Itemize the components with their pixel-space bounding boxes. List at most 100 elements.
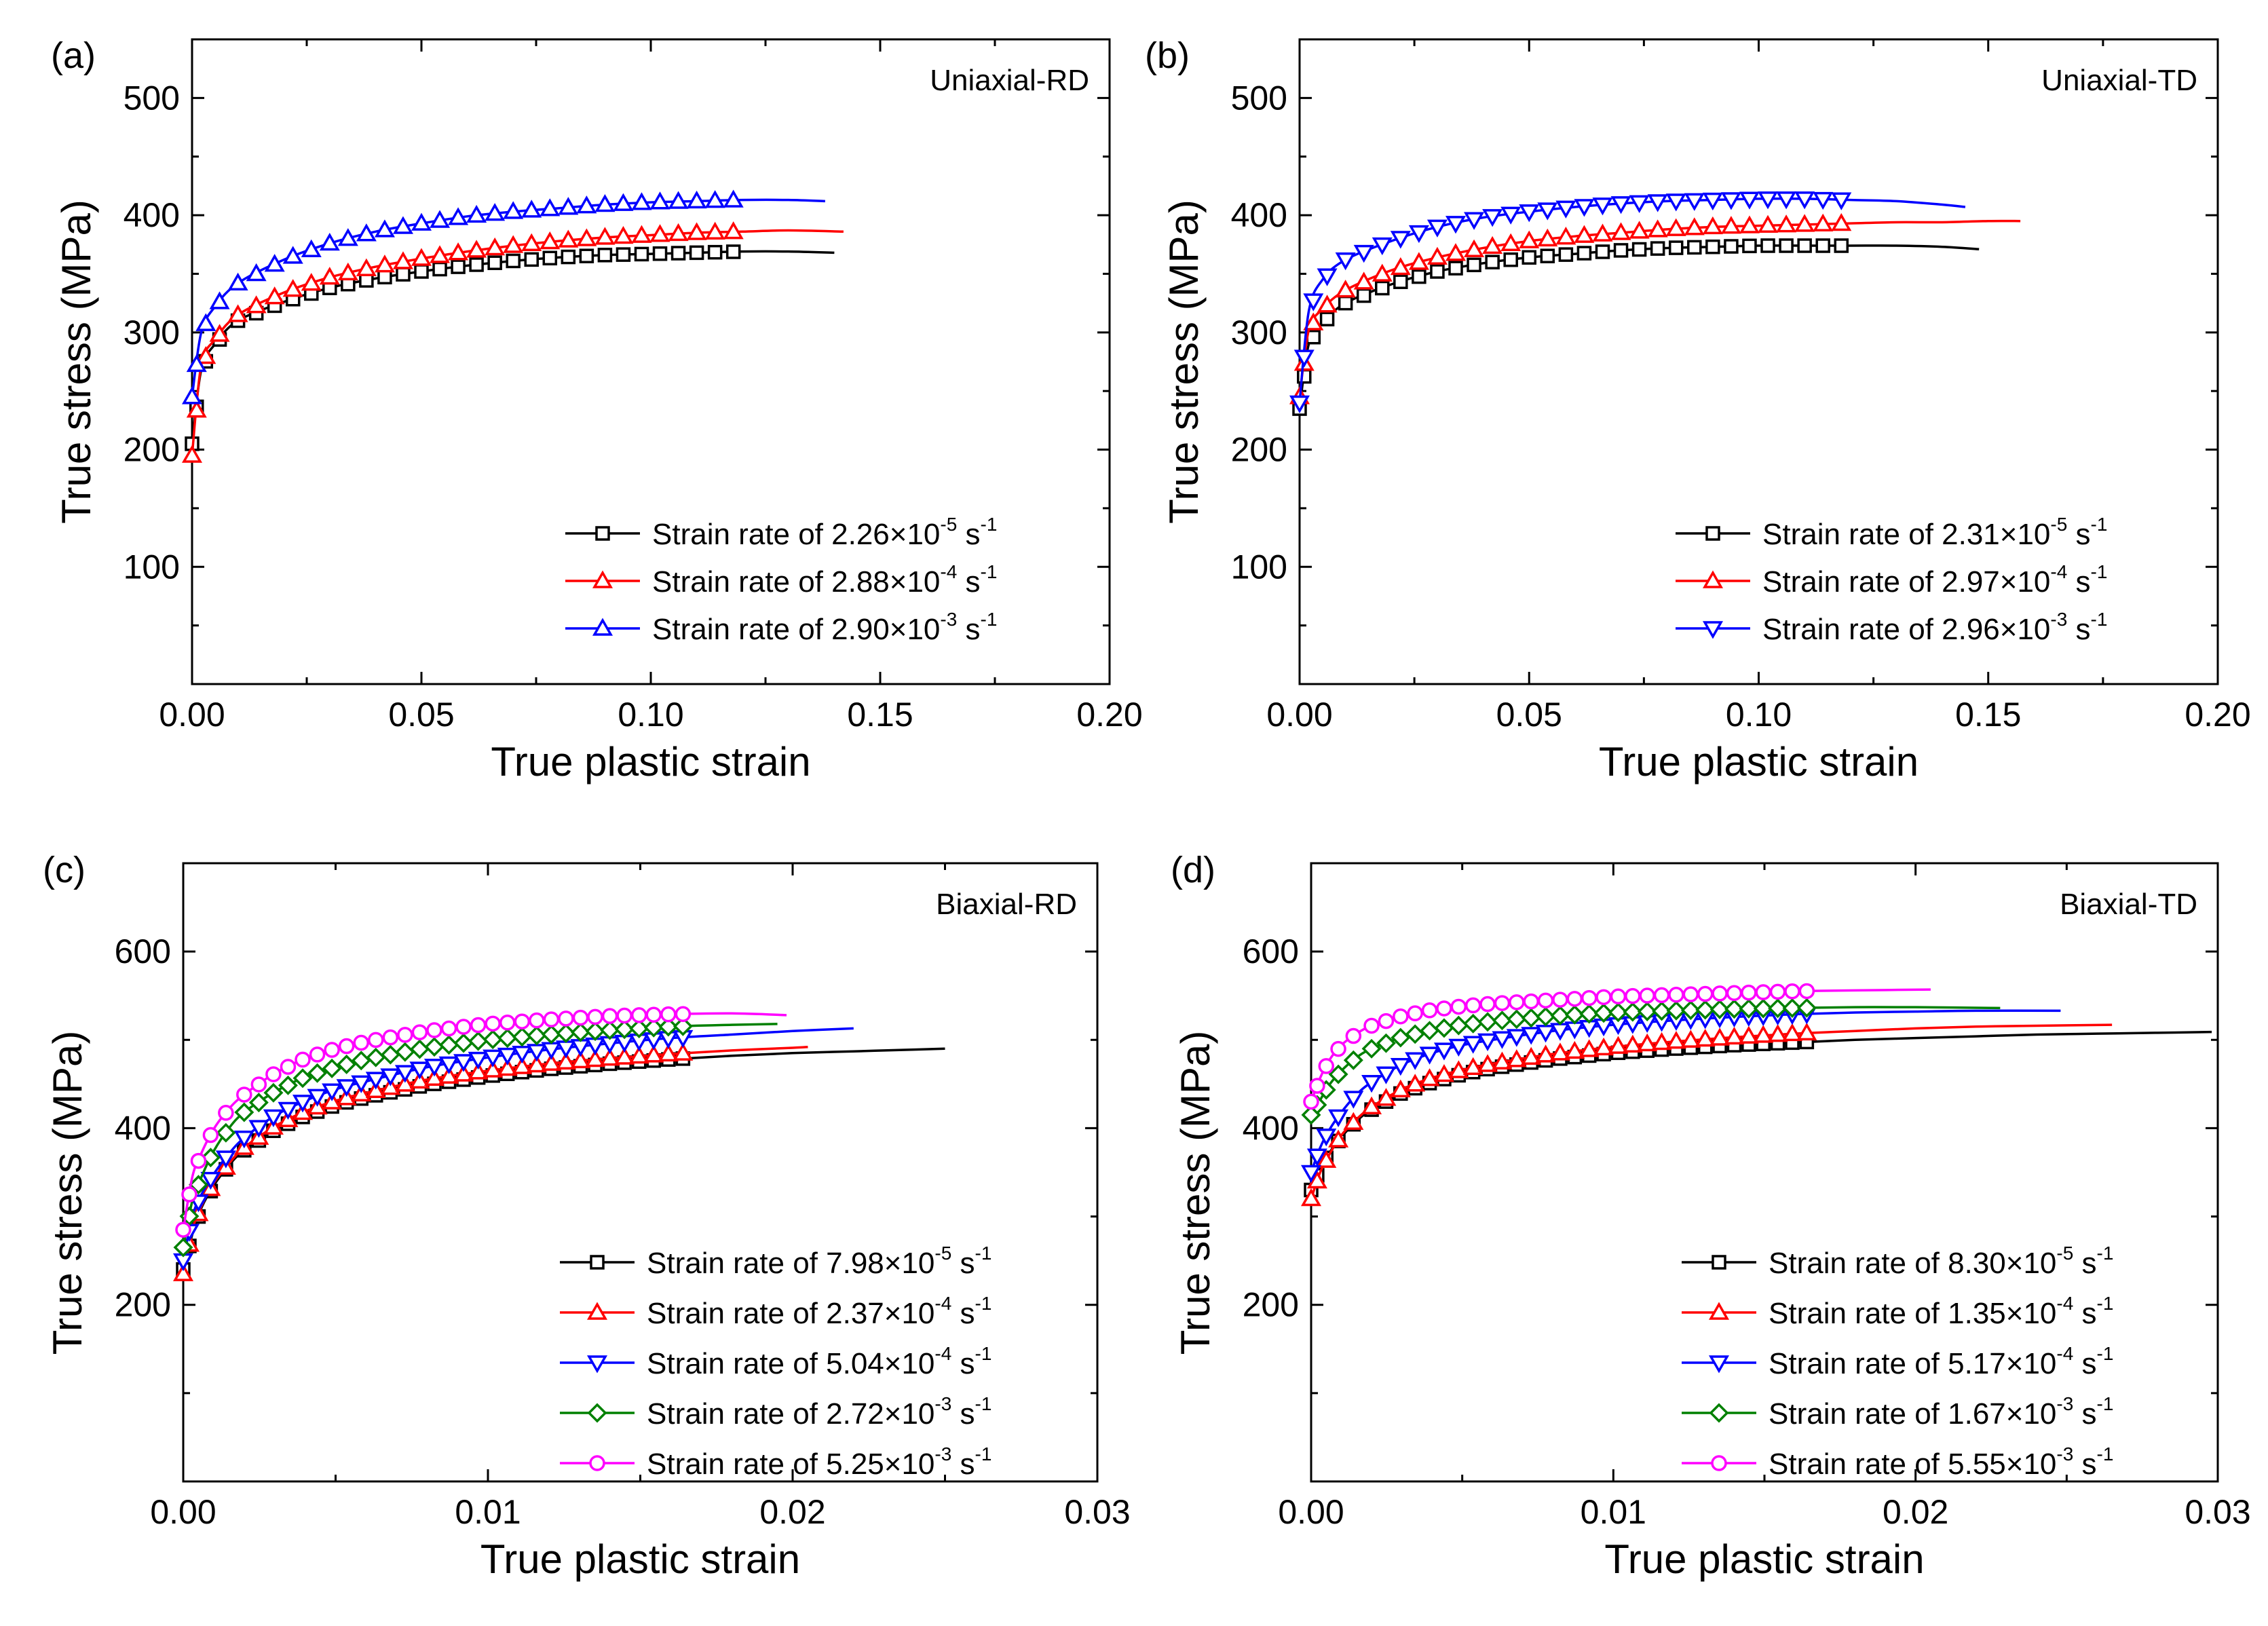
series-marker bbox=[660, 1006, 677, 1023]
series-marker bbox=[1709, 1027, 1731, 1046]
series-marker bbox=[1776, 214, 1797, 233]
legend-label-unit-exponent: -1 bbox=[2097, 1343, 2114, 1364]
series-marker bbox=[1467, 257, 1481, 273]
series-marker bbox=[1353, 271, 1374, 290]
series-marker bbox=[1390, 1058, 1411, 1076]
series-marker bbox=[1372, 263, 1393, 282]
series-marker bbox=[1709, 999, 1730, 1019]
series-marker bbox=[195, 313, 216, 331]
series-marker bbox=[594, 194, 616, 212]
series-marker bbox=[512, 1046, 533, 1064]
series-marker bbox=[1492, 1031, 1513, 1049]
series-marker bbox=[628, 1045, 649, 1064]
series-marker bbox=[503, 201, 524, 219]
legend-marker bbox=[587, 1403, 607, 1423]
legend-marker bbox=[592, 618, 613, 636]
series-marker bbox=[599, 1048, 620, 1066]
series-marker bbox=[1297, 368, 1312, 384]
legend-label: Strain rate of 1.35×10-4 s-1 bbox=[1769, 1293, 2113, 1330]
series-marker bbox=[380, 1068, 401, 1086]
series-marker bbox=[1622, 1034, 1643, 1053]
legend-label-unit: s bbox=[2073, 1347, 2096, 1380]
series-marker bbox=[424, 1037, 445, 1057]
y-tick-label: 100 bbox=[1231, 548, 1287, 586]
series-marker bbox=[374, 254, 395, 273]
legend-label-main: Strain rate of 2.97×10 bbox=[1762, 565, 2050, 599]
legend-item: Strain rate of 5.17×10-4 s-1 bbox=[1682, 1343, 2113, 1380]
series-marker bbox=[1631, 242, 1647, 257]
series-marker bbox=[365, 1072, 386, 1090]
legend-label-unit: s bbox=[2067, 613, 2090, 646]
series-marker bbox=[512, 1027, 532, 1047]
legend-label-main: Strain rate of 2.72×10 bbox=[647, 1397, 934, 1431]
series-marker bbox=[1555, 227, 1576, 245]
legend-label-exponent: -4 bbox=[2056, 1343, 2073, 1364]
legend-label-main: Strain rate of 1.35×10 bbox=[1769, 1297, 2056, 1330]
series-marker bbox=[1665, 1031, 1686, 1049]
series-marker bbox=[1558, 247, 1574, 262]
y-tick-label: 500 bbox=[124, 79, 180, 117]
series-marker bbox=[1464, 239, 1485, 257]
series-marker bbox=[1390, 1079, 1411, 1097]
legend-label-main: Strain rate of 1.67×10 bbox=[1769, 1397, 2056, 1431]
series-line bbox=[1298, 197, 1966, 403]
series-marker bbox=[497, 1057, 518, 1076]
series-3 bbox=[1289, 191, 1966, 413]
series-marker bbox=[1464, 997, 1481, 1014]
series-marker bbox=[1742, 238, 1757, 254]
series-marker bbox=[540, 231, 561, 250]
series-marker bbox=[1668, 987, 1684, 1003]
legend-marker bbox=[592, 570, 613, 588]
series-marker bbox=[411, 248, 432, 266]
legend-label: Strain rate of 2.90×10-3 s-1 bbox=[652, 609, 997, 646]
legend-label-unit-exponent: -1 bbox=[981, 561, 998, 582]
series-marker bbox=[1328, 1129, 1349, 1148]
series-marker bbox=[438, 1056, 459, 1075]
y-tick-label: 400 bbox=[115, 1109, 171, 1147]
series-marker bbox=[558, 1010, 574, 1027]
series-marker bbox=[380, 1044, 400, 1065]
series-marker bbox=[1724, 239, 1739, 254]
plot-frame bbox=[1310, 862, 2219, 1483]
legend-label: Strain rate of 2.26×10-5 s-1 bbox=[652, 514, 997, 551]
series-marker bbox=[392, 251, 413, 269]
series-marker bbox=[453, 1063, 474, 1082]
legend-label: Strain rate of 5.17×10-4 s-1 bbox=[1769, 1343, 2113, 1380]
legend-marker bbox=[1708, 1355, 1730, 1374]
series-marker bbox=[1680, 1000, 1701, 1021]
series-marker bbox=[1356, 288, 1372, 303]
series-marker bbox=[1485, 254, 1500, 269]
series-marker bbox=[1405, 1074, 1426, 1092]
legend-label-unit: s bbox=[957, 565, 980, 599]
series-marker bbox=[1564, 1004, 1585, 1025]
series-marker bbox=[658, 1043, 679, 1062]
series-marker bbox=[521, 200, 542, 218]
series-marker bbox=[1784, 983, 1800, 1000]
legend-label-main: Strain rate of 5.25×10 bbox=[647, 1448, 934, 1481]
series-marker bbox=[423, 1067, 445, 1086]
series-marker bbox=[356, 223, 377, 242]
legend-marker bbox=[1705, 526, 1720, 541]
legend-label-unit: s bbox=[2073, 1397, 2096, 1431]
series-marker bbox=[585, 1048, 606, 1067]
series-marker bbox=[649, 191, 670, 210]
series-marker bbox=[1405, 1052, 1426, 1070]
series-marker bbox=[485, 237, 506, 256]
series-marker bbox=[1391, 1027, 1411, 1048]
series-marker bbox=[209, 324, 230, 342]
series-marker bbox=[601, 1008, 618, 1024]
legend-label-main: Strain rate of 8.30×10 bbox=[1769, 1247, 2056, 1280]
series-3 bbox=[1300, 1006, 2061, 1184]
series-marker bbox=[1753, 998, 1773, 1019]
series-marker bbox=[322, 1058, 342, 1078]
series-marker bbox=[487, 255, 502, 270]
series-marker bbox=[374, 219, 395, 238]
series-marker bbox=[440, 1020, 457, 1037]
series-marker bbox=[292, 1068, 313, 1089]
y-axis-title: True stress (MPa) bbox=[1173, 1031, 1218, 1355]
x-tick-label: 0.15 bbox=[847, 696, 913, 734]
legend-label-unit-exponent: -1 bbox=[2097, 1443, 2114, 1464]
series-marker bbox=[209, 291, 230, 309]
series-marker bbox=[1680, 1029, 1701, 1048]
